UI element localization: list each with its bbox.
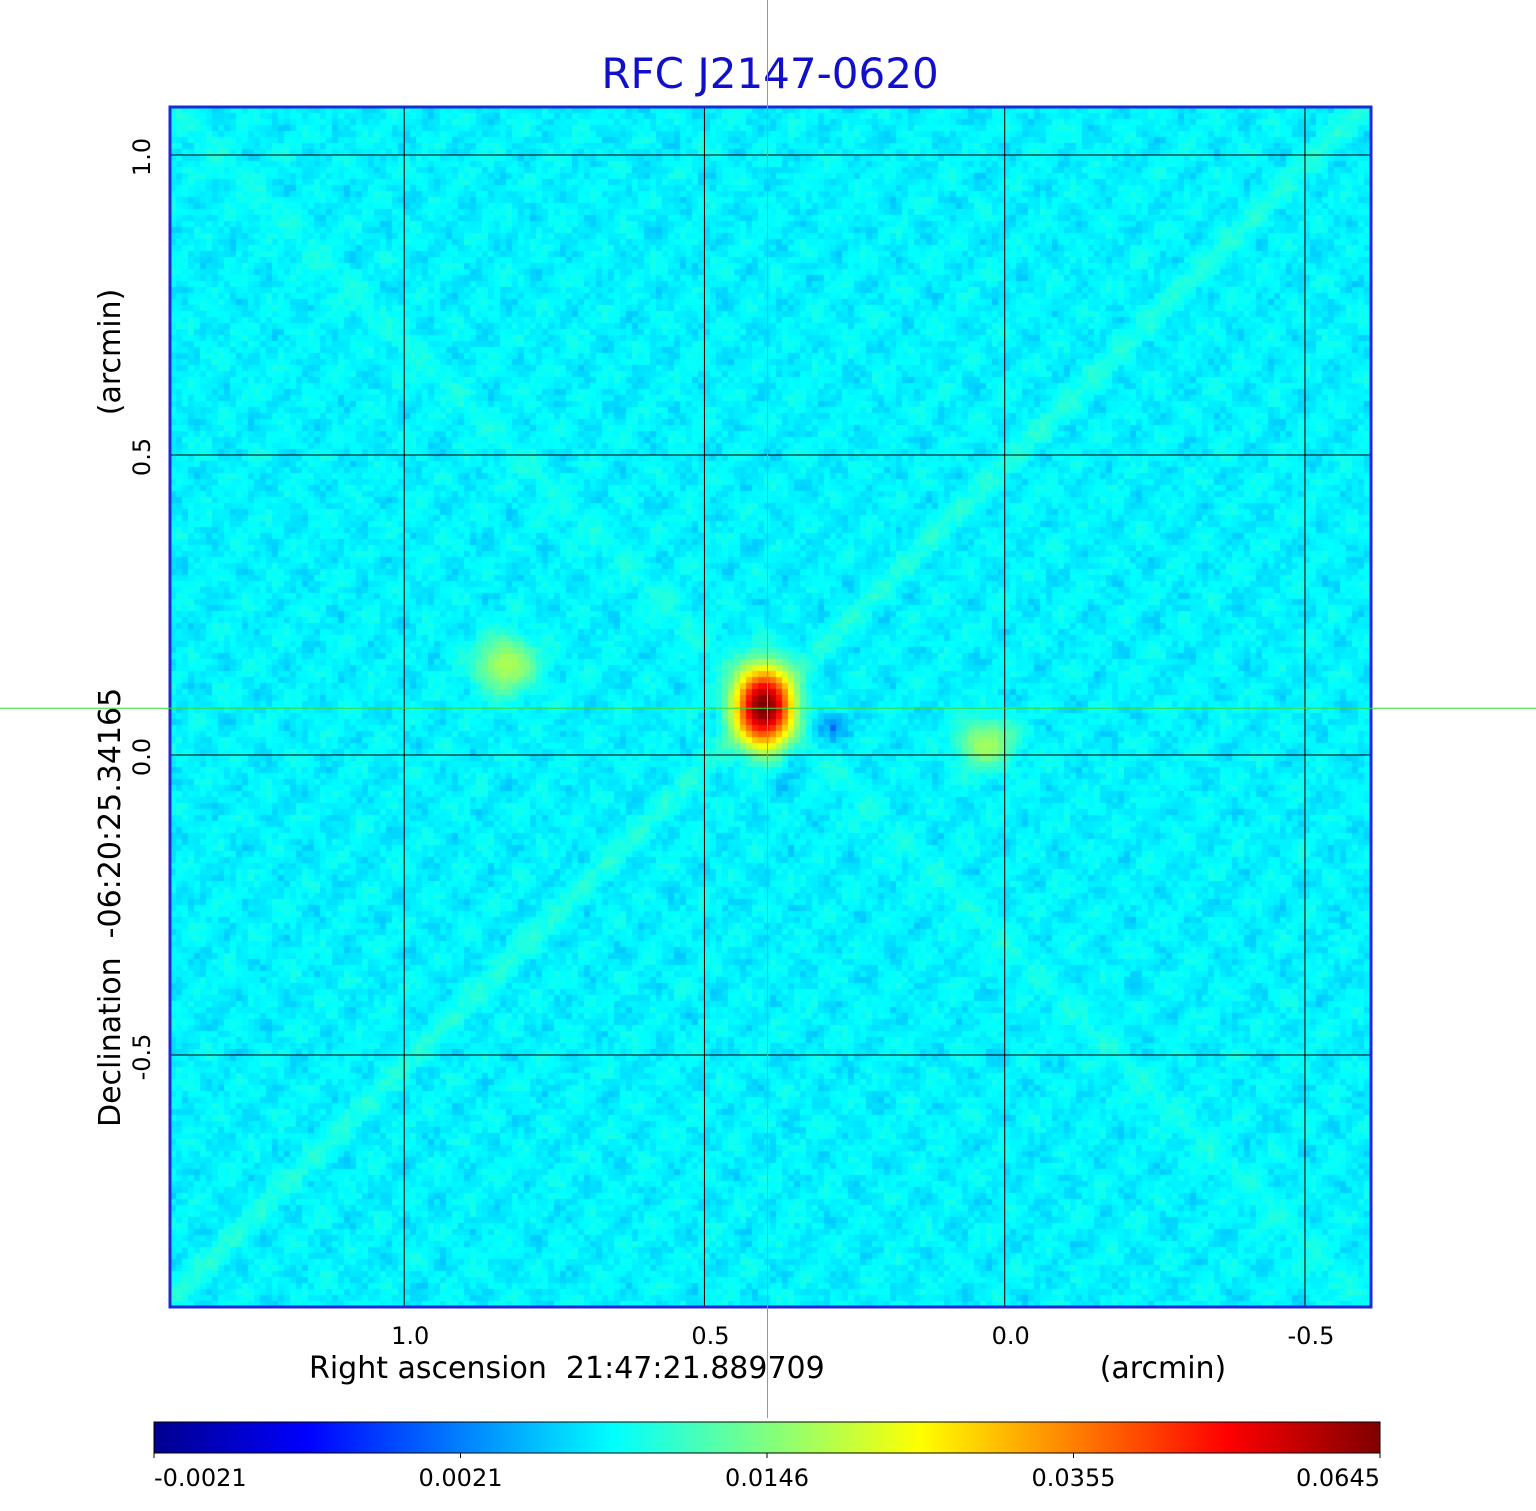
crosshair <box>0 0 1536 1418</box>
y-axis-unit: (arcmin) <box>93 289 128 416</box>
heatmap-canvas <box>170 107 1371 1307</box>
colorbar-tick-label: 0.0021 <box>419 1464 503 1492</box>
y-axis-label: Declination -06:20:25.34165 <box>93 688 128 1127</box>
x-tick-label: 1.0 <box>391 1322 429 1350</box>
colorbar <box>153 1421 1381 1454</box>
plot-frame <box>168 105 1373 1309</box>
colorbar-tick-label: 0.0645 <box>1296 1464 1380 1492</box>
x-tick-labels: 1.0 0.5 0.0 -0.5 <box>391 1322 1334 1350</box>
colorbar-tick-labels: -0.0021 0.0021 0.0146 0.0355 0.0645 <box>153 1453 1381 1492</box>
y-tick-labels: 1.0 0.5 0.0 -0.5 <box>128 138 156 1081</box>
x-tick-label: 0.0 <box>992 1322 1030 1350</box>
grid-lines <box>170 107 1371 1307</box>
chart-title: RFC J2147-0620 <box>601 49 938 98</box>
y-tick-label: -0.5 <box>128 1034 156 1081</box>
y-tick-label: 0.0 <box>128 738 156 776</box>
y-tick-label: 1.0 <box>128 138 156 176</box>
x-tick-label: 0.5 <box>691 1322 729 1350</box>
colorbar-tick-label: 0.0355 <box>1032 1464 1116 1492</box>
colorbar-tick-label: 0.0146 <box>725 1464 809 1492</box>
x-tick-label: -0.5 <box>1288 1322 1335 1350</box>
y-tick-label: 0.5 <box>128 438 156 476</box>
colorbar-tick-label: -0.0021 <box>154 1464 247 1492</box>
x-axis-label: Right ascension 21:47:21.889709 <box>309 1351 825 1386</box>
heatmap-area <box>170 107 1371 1307</box>
x-axis-unit: (arcmin) <box>1100 1351 1227 1386</box>
